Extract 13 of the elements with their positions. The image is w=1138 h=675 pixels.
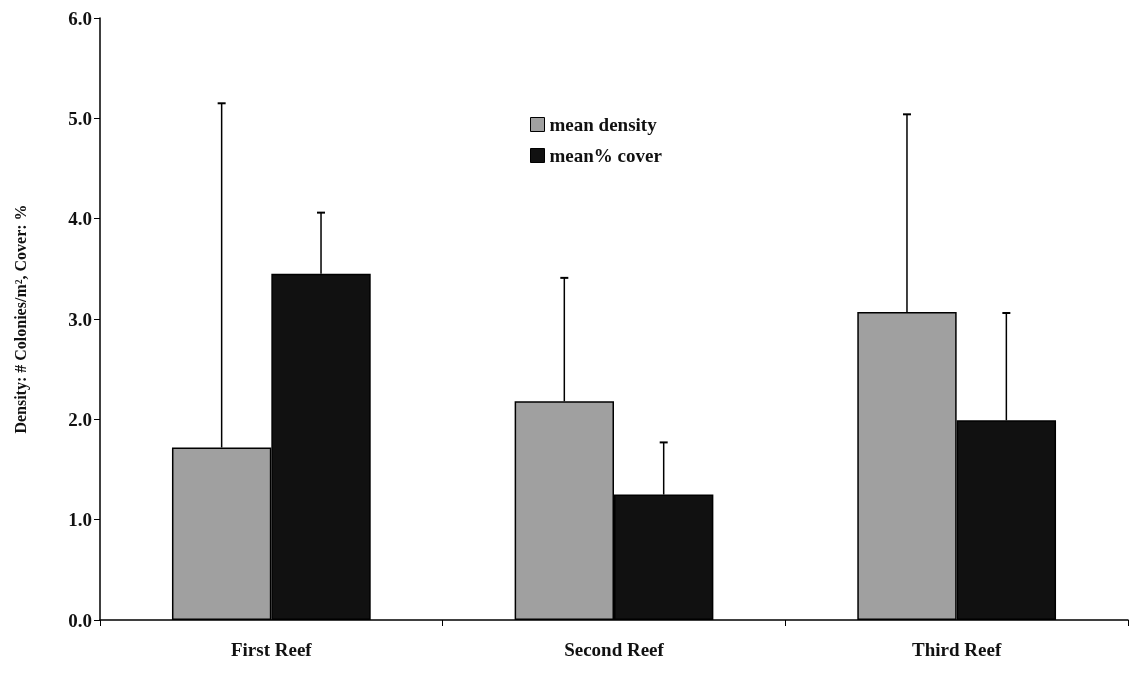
x-tick-label: Third Reef [912, 639, 1002, 660]
x-tick-label: Second Reef [564, 639, 665, 660]
y-tick-label: 4.0 [68, 208, 92, 230]
x-tick-label: First Reef [230, 639, 313, 660]
y-tick-label: 6.0 [68, 7, 92, 29]
y-tick-label: 3.0 [68, 308, 92, 330]
y-tick-label: 2.0 [68, 408, 92, 430]
y-tick-label: 0.0 [68, 609, 92, 631]
y-axis-title: Density: # Colonies/m², Cover: % [11, 204, 30, 434]
legend-label: mean% cover [549, 145, 663, 166]
legend-label: mean density [549, 114, 658, 135]
y-tick-label: 5.0 [68, 107, 92, 129]
y-tick-label: 1.0 [68, 509, 92, 531]
